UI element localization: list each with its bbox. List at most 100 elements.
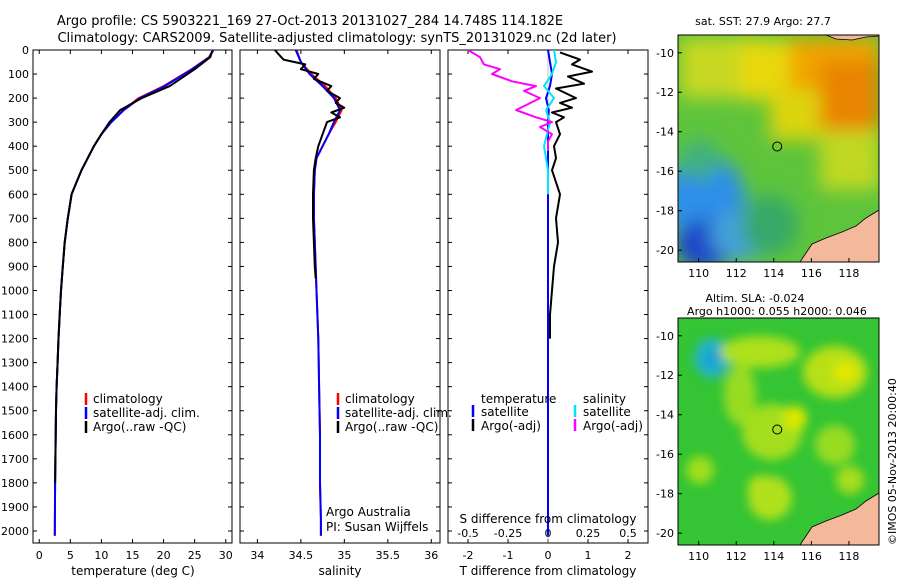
sst-map: [678, 35, 879, 262]
sst-map-frame: [677, 34, 880, 263]
series-line-satellite-adj-clim: [294, 50, 341, 536]
x-tick-label: 25: [188, 549, 202, 562]
sst-field: [678, 38, 879, 262]
coastline-australia: [799, 492, 879, 545]
annotation-pi: PI: Susan Wijffels: [326, 520, 428, 534]
sla-map: [678, 318, 879, 545]
salinity-x-axis: 34 34.5 35 35.5 36: [250, 50, 438, 562]
map-y-tick-label: -18: [656, 488, 674, 501]
t-difference-xlabel: T difference from climatology: [459, 564, 637, 578]
depth-tick-label: 1600: [1, 429, 29, 442]
map-y-tick-label: -12: [656, 86, 674, 99]
sla-field: [686, 336, 867, 520]
x-tick-label: 35.5: [376, 549, 401, 562]
temperature-plot-frame: [32, 49, 233, 544]
map-y-tick-label: -20: [656, 527, 674, 540]
sla-map-frame: [677, 317, 880, 546]
depth-tick-label: 900: [8, 260, 29, 273]
salinity-plot-frame: [239, 49, 441, 544]
coastline-australia: [799, 209, 879, 262]
map-y-tick-label: -18: [656, 205, 674, 218]
sla-map-subtitle: Argo h1000: 0.055 h2000: 0.046: [687, 305, 867, 318]
depth-tick-label: 1300: [1, 357, 29, 370]
depth-tick-label: 1800: [1, 477, 29, 490]
map-y-tick-label: -14: [656, 409, 674, 422]
header-line2: Climatology: CARS2009. Satellite-adjuste…: [57, 31, 616, 46]
map-x-tick-label: 118: [838, 550, 859, 563]
depth-tick-label: 0: [22, 44, 29, 57]
x-tick-label: 0: [545, 549, 552, 562]
series-line-t-satellite: [545, 50, 553, 536]
temperature-x-axis: 0 5 10 15 20 25 30: [36, 50, 233, 562]
x-tick-label: 34.5: [289, 549, 314, 562]
depth-tick-label: 600: [8, 188, 29, 201]
sla-map-title: Altim. SLA: -0.024: [705, 292, 804, 305]
series-line-climatology: [53, 50, 215, 536]
s-difference-xlabel: S difference from climatology: [460, 512, 637, 526]
depth-tick-label: 1100: [1, 309, 29, 322]
map-x-tick-label: 116: [801, 267, 822, 280]
argo-location-marker: [772, 141, 783, 152]
legend-label-climatology: climatology: [345, 392, 415, 406]
legend-label-satellite-adj: satellite-adj. clim.: [93, 406, 200, 420]
map-x-tick-label: 112: [726, 550, 747, 563]
argo-location-marker: [772, 424, 783, 435]
series-line-argo-raw-qc: [274, 50, 346, 279]
map-y-tick-label: -16: [656, 165, 674, 178]
legend-label-t-argo: Argo(-adj): [481, 419, 541, 433]
map-x-tick-label: 116: [801, 550, 822, 563]
x-tick-label: 10: [94, 549, 108, 562]
x-tick-label: -1: [503, 549, 514, 562]
imos-timestamp: ©IMOS 05-Nov-2013 20:00:40: [886, 378, 899, 545]
map-x-tick-label: 114: [763, 550, 784, 563]
depth-tick-label: 500: [8, 164, 29, 177]
x-tick-label: 34: [250, 549, 264, 562]
difference-series: [467, 50, 593, 536]
legend-label-climatology: climatology: [93, 392, 163, 406]
map-y-tick-label: -16: [656, 448, 674, 461]
x-tick-label: 36: [424, 549, 438, 562]
salinity-legend: climatology satellite-adj. clim. Argo(..…: [336, 392, 452, 434]
x-tick-label: 15: [126, 549, 140, 562]
x2-tick-label: 0.5: [619, 527, 637, 540]
depth-tick-label: 300: [8, 116, 29, 129]
sst-map-axes: 110 112 114 116 118 -10 -12 -14 -16 -18 -20: [656, 47, 859, 280]
depth-tick-label: 1700: [1, 453, 29, 466]
depth-axis: 0 100 200 300 400 500 600 700 800 900 1000 1100 1200…: [1, 44, 648, 538]
depth-tick-label: 1400: [1, 381, 29, 394]
map-y-tick-label: -10: [656, 330, 674, 343]
series-line-satellite-adj-clim: [53, 50, 215, 536]
series-line-s-argo-adj: [467, 50, 553, 151]
map-x-tick-label: 118: [838, 267, 859, 280]
sla-map-axes: 110 112 114 116 118 -10 -12 -14 -16 -18 -20: [656, 330, 859, 563]
depth-tick-label: 800: [8, 236, 29, 249]
temperature-xlabel: temperature (deg C): [71, 564, 194, 578]
map-x-tick-label: 112: [726, 267, 747, 280]
depth-tick-label: 400: [8, 140, 29, 153]
series-line-t-argo-adj: [549, 51, 593, 339]
depth-tick-label: 1500: [1, 405, 29, 418]
x2-tick-label: -0.25: [494, 527, 522, 540]
x-tick-label: 5: [67, 549, 74, 562]
legend-label-t-satellite: satellite: [481, 405, 529, 419]
x-tick-label: 30: [219, 549, 233, 562]
series-line-s-satellite: [543, 50, 557, 195]
legend-label-s-argo: Argo(-adj): [583, 419, 643, 433]
legend-label-satellite-adj: satellite-adj. clim.: [345, 406, 452, 420]
legend-label-argo: Argo(..raw -QC): [93, 420, 186, 434]
depth-tick-label: 1900: [1, 501, 29, 514]
map-y-tick-label: -10: [656, 47, 674, 60]
x-tick-label: -2: [463, 549, 474, 562]
map-x-tick-label: 110: [688, 550, 709, 563]
coastline-north: [825, 35, 879, 41]
x-tick-label: 2: [625, 549, 632, 562]
annotation-argo-australia: Argo Australia: [326, 505, 411, 519]
x2-tick-label: -0.5: [457, 527, 478, 540]
salinity-series: [274, 50, 346, 536]
legend-label-argo: Argo(..raw -QC): [345, 420, 438, 434]
map-x-tick-label: 114: [763, 267, 784, 280]
x-tick-label: 1: [585, 549, 592, 562]
map-y-tick-label: -14: [656, 126, 674, 139]
map-y-tick-label: -12: [656, 369, 674, 382]
